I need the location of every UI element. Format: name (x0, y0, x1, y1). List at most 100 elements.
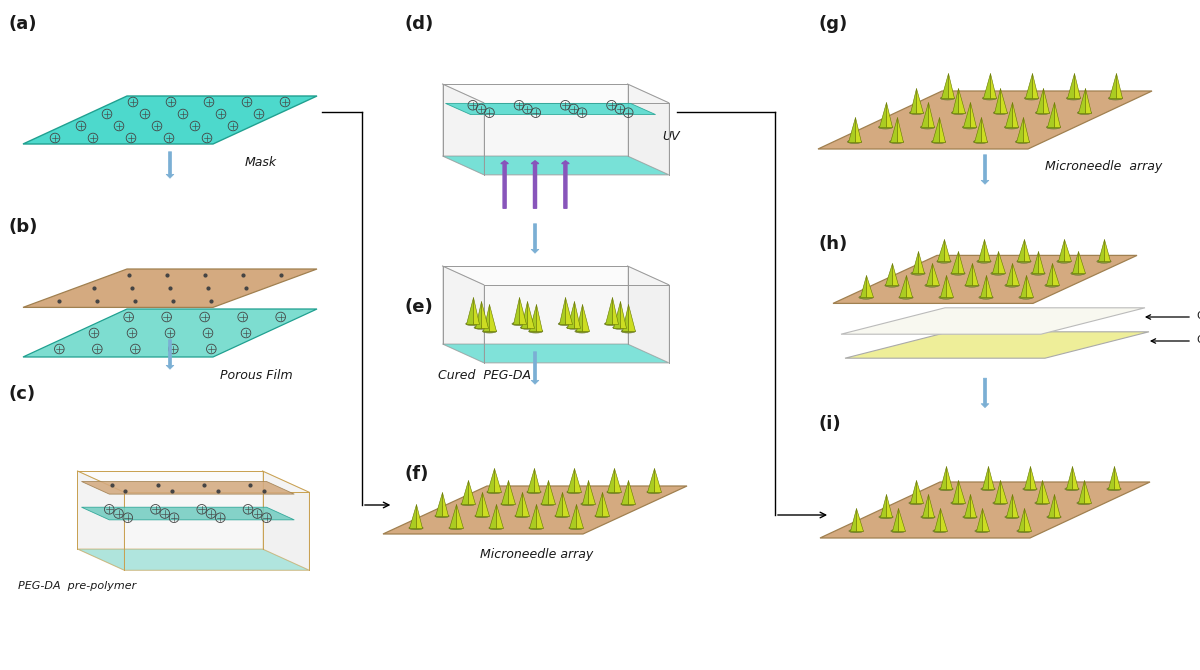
Polygon shape (1109, 73, 1116, 98)
Polygon shape (82, 482, 294, 494)
Polygon shape (409, 504, 416, 528)
Ellipse shape (466, 322, 480, 326)
Polygon shape (912, 251, 918, 273)
Polygon shape (482, 304, 490, 331)
Polygon shape (462, 480, 468, 504)
Polygon shape (516, 492, 522, 516)
Polygon shape (78, 471, 125, 570)
Polygon shape (522, 492, 528, 516)
Text: Porous Film: Porous Film (220, 369, 293, 382)
Polygon shape (820, 482, 1150, 538)
Ellipse shape (962, 125, 977, 129)
Ellipse shape (575, 330, 589, 333)
Polygon shape (520, 297, 526, 324)
Text: (a): (a) (8, 15, 36, 33)
Polygon shape (263, 471, 310, 570)
Polygon shape (613, 301, 620, 328)
Ellipse shape (952, 111, 966, 115)
Polygon shape (556, 492, 562, 516)
Polygon shape (383, 486, 686, 534)
Polygon shape (890, 117, 896, 142)
Ellipse shape (622, 330, 636, 333)
Polygon shape (622, 304, 629, 331)
Ellipse shape (1067, 96, 1081, 100)
Polygon shape (521, 301, 527, 328)
Polygon shape (548, 480, 554, 504)
Polygon shape (946, 275, 953, 297)
Ellipse shape (521, 326, 534, 330)
Polygon shape (1018, 508, 1024, 531)
Polygon shape (443, 84, 484, 175)
Polygon shape (845, 332, 1148, 358)
Polygon shape (1012, 494, 1019, 517)
Polygon shape (1108, 466, 1114, 489)
Polygon shape (886, 103, 892, 127)
Text: Microneedle  array: Microneedle array (1045, 160, 1163, 173)
Polygon shape (1078, 251, 1085, 273)
Polygon shape (940, 275, 946, 297)
Ellipse shape (528, 330, 542, 333)
Polygon shape (866, 275, 872, 297)
Polygon shape (570, 504, 576, 528)
Polygon shape (445, 103, 655, 115)
Ellipse shape (1045, 283, 1060, 287)
Polygon shape (940, 508, 947, 531)
Ellipse shape (848, 529, 863, 533)
Polygon shape (576, 304, 582, 331)
Polygon shape (1025, 73, 1032, 98)
Polygon shape (1078, 88, 1085, 113)
Polygon shape (937, 239, 944, 261)
Polygon shape (1026, 275, 1032, 297)
Polygon shape (648, 468, 654, 492)
Text: (f): (f) (406, 465, 430, 483)
Ellipse shape (878, 515, 893, 519)
Polygon shape (1016, 117, 1022, 142)
Polygon shape (984, 239, 990, 261)
Polygon shape (490, 304, 496, 331)
Ellipse shape (566, 326, 581, 330)
Ellipse shape (595, 514, 610, 518)
Polygon shape (607, 468, 614, 492)
Polygon shape (443, 84, 628, 156)
Polygon shape (78, 471, 263, 549)
Polygon shape (941, 73, 948, 98)
Text: (c): (c) (8, 385, 35, 403)
Polygon shape (496, 504, 503, 528)
Ellipse shape (1078, 111, 1092, 115)
Ellipse shape (920, 125, 935, 129)
Polygon shape (918, 251, 924, 273)
Polygon shape (620, 301, 626, 328)
Polygon shape (818, 91, 1152, 149)
Ellipse shape (962, 515, 977, 519)
Polygon shape (880, 494, 886, 517)
Ellipse shape (461, 502, 475, 506)
Text: (b): (b) (8, 218, 37, 236)
Polygon shape (456, 504, 462, 528)
Polygon shape (628, 84, 668, 175)
Polygon shape (1036, 480, 1042, 503)
Polygon shape (502, 480, 508, 504)
Polygon shape (512, 297, 520, 324)
Polygon shape (958, 251, 965, 273)
Polygon shape (980, 117, 986, 142)
Polygon shape (1066, 466, 1072, 489)
Polygon shape (833, 255, 1138, 304)
Polygon shape (536, 504, 542, 528)
Ellipse shape (1057, 259, 1072, 263)
Ellipse shape (920, 515, 935, 519)
Polygon shape (654, 468, 660, 492)
Ellipse shape (409, 526, 424, 530)
Polygon shape (886, 494, 893, 517)
Polygon shape (508, 480, 515, 504)
Polygon shape (916, 480, 923, 503)
Polygon shape (932, 263, 938, 285)
Ellipse shape (979, 295, 994, 299)
Polygon shape (443, 266, 484, 362)
Ellipse shape (482, 330, 497, 333)
Polygon shape (970, 103, 976, 127)
Polygon shape (850, 508, 856, 531)
Polygon shape (900, 275, 906, 297)
Polygon shape (1045, 263, 1052, 285)
Polygon shape (1000, 480, 1007, 503)
Ellipse shape (994, 111, 1008, 115)
